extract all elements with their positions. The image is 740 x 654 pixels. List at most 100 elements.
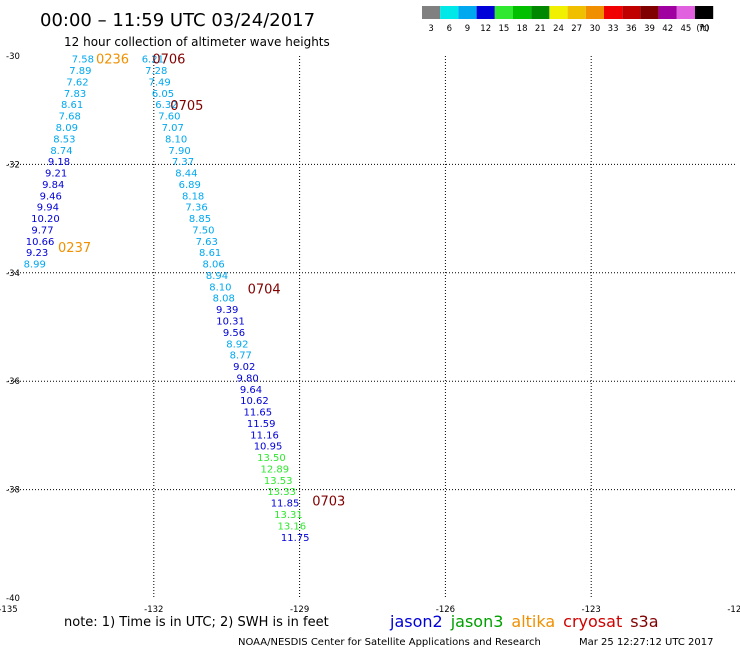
satellite-legend: jason2 jason3 altika cryosat s3a (389, 612, 659, 631)
swh-value-s3a: 7.50 (192, 225, 214, 236)
swh-value-s3a: 9.80 (236, 373, 258, 384)
swh-value-s3a: 10.95 (254, 442, 283, 453)
swh-value-s3a: 7.63 (196, 237, 218, 248)
swh-value-s3a: 9.56 (223, 328, 245, 339)
map-subtitle: 12 hour collection of altimeter wave hei… (64, 35, 330, 49)
satellite-legend-altika: altika (511, 612, 555, 631)
scale-swatch-6 (440, 6, 459, 19)
swh-value-altika: 7.89 (69, 66, 91, 77)
scale-swatch-39 (640, 6, 659, 19)
swh-value-altika: 8.61 (61, 100, 83, 111)
color-scale-legend: 3 6 9 12 15 18 21 24 27 30 33 36 39 42 45 70(ft) (422, 6, 714, 34)
swh-value-s3a: 6.21 (142, 55, 164, 66)
lon-tick-label: -129 (290, 605, 309, 615)
scale-swatch-45 (676, 6, 695, 19)
swh-value-s3a: 11.75 (281, 533, 310, 544)
swh-value-altika: 9.46 (40, 191, 62, 202)
lat-tick-label: -36 (6, 377, 20, 387)
swh-value-s3a: 6.89 (179, 180, 201, 191)
swh-value-s3a: 9.02 (233, 362, 255, 373)
scale-label-6: 6 (447, 24, 452, 34)
map-title: 00:00 – 11:59 UTC 03/24/2017 (40, 10, 315, 31)
swh-value-altika: 10.20 (31, 214, 60, 225)
pass-time-label: 0703 (312, 494, 345, 509)
scale-swatch-42 (658, 6, 677, 19)
swh-value-s3a: 8.10 (165, 134, 187, 145)
swh-value-s3a: 10.31 (216, 316, 245, 327)
scale-label-12: 12 (480, 24, 491, 34)
scale-label-9: 9 (465, 24, 470, 34)
scale-swatch-18 (513, 6, 532, 19)
swh-value-s3a: 8.94 (206, 271, 228, 282)
scale-swatch-30 (585, 6, 604, 19)
scale-swatch-21 (531, 6, 550, 19)
swh-value-s3a: 11.59 (247, 419, 276, 430)
satellite-legend-cryosat: cryosat (563, 612, 622, 631)
swh-value-s3a: 7.07 (162, 123, 184, 134)
scale-label-24: 24 (553, 24, 564, 34)
lat-tick-label: -30 (6, 52, 20, 62)
swh-value-altika: 10.66 (26, 237, 55, 248)
altimeter-tracks: 7.587.897.627.838.617.688.098.538.749.18… (24, 53, 346, 544)
swh-value-altika: 9.94 (37, 203, 59, 214)
swh-value-s3a: 8.85 (189, 214, 211, 225)
swh-value-s3a: 7.90 (168, 146, 190, 157)
footer-timestamp: Mar 25 12:27:12 UTC 2017 (579, 637, 714, 648)
scale-swatch-33 (604, 6, 623, 19)
scale-swatch-15 (494, 6, 513, 19)
lat-tick-label: -32 (6, 160, 20, 170)
scale-label-39: 39 (644, 24, 655, 34)
swh-value-altika: 9.84 (42, 180, 64, 191)
scale-swatch-9 (458, 6, 477, 19)
lat-tick-label: -38 (6, 486, 20, 496)
swh-value-s3a: 11.65 (243, 408, 272, 419)
lon-tick-label: -123 (582, 605, 601, 615)
swh-value-s3a: 8.92 (226, 339, 248, 350)
scale-swatch-27 (567, 6, 586, 19)
scale-label-42: 42 (662, 24, 673, 34)
swh-value-altika: 7.83 (64, 89, 86, 100)
swh-value-altika: 7.62 (66, 77, 88, 88)
swh-value-altika: 8.99 (24, 260, 46, 271)
lon-tick-label: -120 (727, 605, 740, 615)
swh-value-s3a: 13.31 (274, 510, 303, 521)
pass-time-label: 0236 (96, 53, 129, 68)
swh-value-s3a: 11.16 (250, 430, 279, 441)
scale-swatch-3 (422, 6, 441, 19)
swh-value-s3a: 7.49 (148, 77, 170, 88)
satellite-legend-s3a: s3a (630, 612, 658, 631)
scale-label-15: 15 (498, 24, 509, 34)
swh-value-altika: 7.58 (72, 55, 94, 66)
swh-value-altika: 9.21 (45, 169, 67, 180)
swh-value-altika: 9.77 (31, 225, 53, 236)
swh-value-s3a: 6.32 (155, 100, 177, 111)
swh-value-s3a: 11.85 (271, 499, 300, 510)
footer-credit: NOAA/NESDIS Center for Satellite Applica… (238, 637, 541, 648)
satellite-legend-jason2: jason2 (389, 612, 443, 631)
swh-value-altika: 9.23 (26, 248, 48, 259)
scale-label-70: 70 (699, 24, 710, 34)
lat-lon-grid: -135 -132 -129 -126 -123 -120 -30 -32 -34 -36 -38 -… (0, 52, 740, 615)
scale-swatch-24 (549, 6, 568, 19)
lat-tick-label: -34 (6, 269, 20, 279)
lon-tick-label: -126 (436, 605, 455, 615)
swh-value-s3a: 13.53 (264, 476, 293, 487)
scale-swatch-36 (622, 6, 641, 19)
lon-tick-label: -135 (0, 605, 18, 615)
swh-value-s3a: 8.18 (182, 191, 204, 202)
swh-value-s3a: 8.44 (175, 169, 197, 180)
swh-value-altika: 8.53 (53, 134, 75, 145)
swh-value-s3a: 9.64 (240, 385, 262, 396)
scale-label-3: 3 (428, 24, 433, 34)
swh-value-s3a: 8.06 (202, 260, 224, 271)
swh-value-s3a: 13.50 (257, 453, 286, 464)
swh-value-s3a: 8.61 (199, 248, 221, 259)
swh-value-altika: 7.68 (59, 112, 81, 123)
swh-value-s3a: 7.36 (185, 203, 207, 214)
note-text: note: 1) Time is in UTC; 2) SWH is in fe… (64, 615, 329, 630)
pass-time-label: 0705 (170, 99, 203, 114)
swh-value-s3a: 7.37 (172, 157, 194, 168)
swh-value-altika: 8.74 (50, 146, 72, 157)
